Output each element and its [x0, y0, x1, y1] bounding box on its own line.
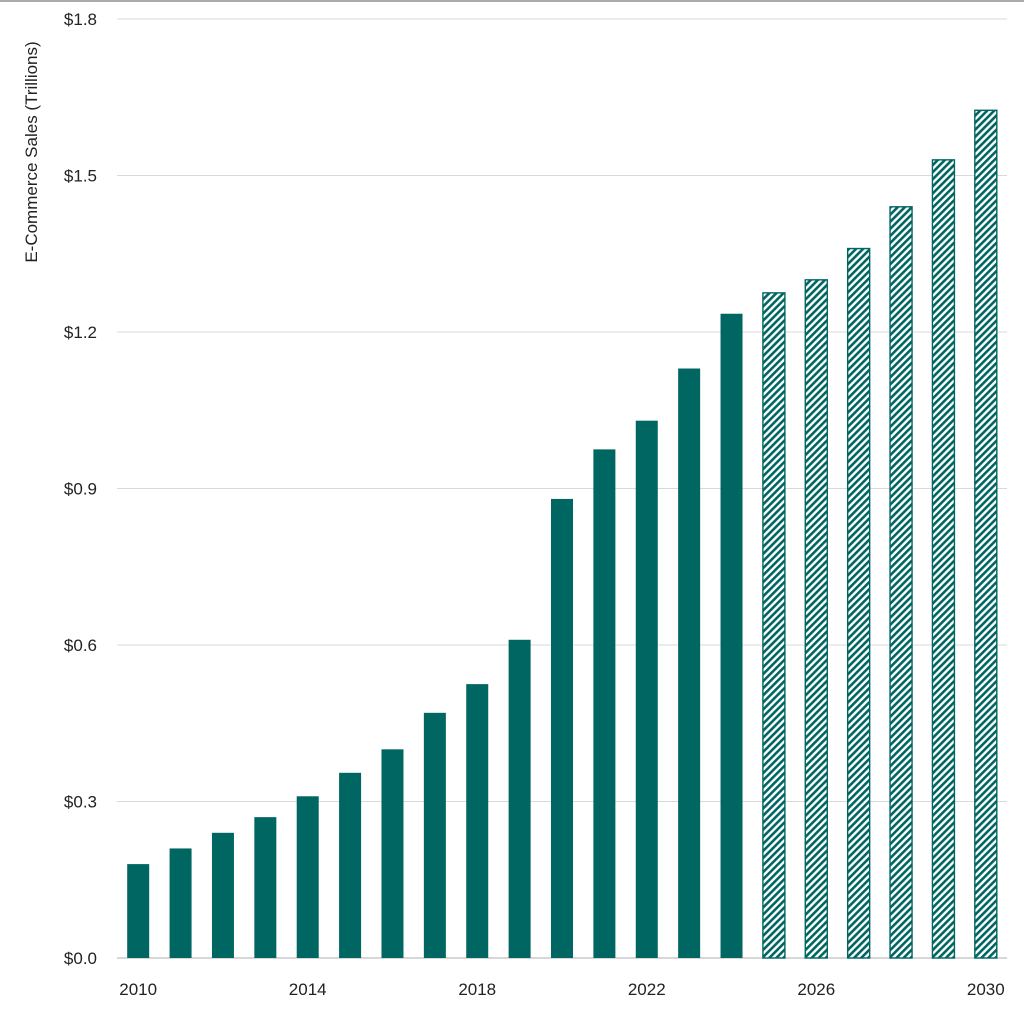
bars	[127, 109, 998, 959]
y-axis-title: E-Commerce Sales (Trillions)	[22, 41, 41, 262]
y-axis-ticks: $0.0 $0.3 $0.6 $0.9 $1.2 $1.5 $1.8	[64, 10, 97, 968]
x-tick-label: 2018	[458, 980, 496, 999]
bar-2010	[127, 864, 150, 958]
bar-2018	[466, 684, 489, 958]
bar-2019	[508, 639, 531, 958]
x-tick-label: 2022	[628, 980, 666, 999]
bar-2014	[296, 796, 319, 958]
bar-forecast-2030	[974, 109, 998, 959]
bar-2017	[423, 712, 446, 958]
y-tick-label: $0.0	[64, 949, 97, 968]
bar-2021	[593, 449, 616, 958]
x-axis-ticks: 2010 2014 2018 2022 2026 2030	[119, 980, 1004, 999]
y-tick-label: $1.8	[64, 10, 97, 29]
bar-forecast-2029	[931, 159, 956, 959]
bar-2015	[339, 772, 362, 958]
x-tick-label: 2010	[119, 980, 157, 999]
y-tick-label: $0.6	[64, 636, 97, 655]
y-tick-label: $0.3	[64, 793, 97, 812]
bar-2023	[678, 368, 701, 958]
bar-forecast-2026	[804, 279, 828, 959]
bar-2020	[551, 498, 573, 958]
bar-2012	[211, 832, 234, 958]
bar-forecast-2027	[846, 247, 871, 959]
y-tick-label: $0.9	[64, 480, 97, 499]
bar-2013	[254, 817, 277, 958]
y-tick-label: $1.5	[64, 167, 97, 186]
bar-forecast-2025	[762, 292, 786, 959]
bar-forecast-2028	[889, 206, 913, 959]
bar-2011	[169, 848, 192, 958]
x-tick-label: 2030	[967, 980, 1005, 999]
bar-2024	[720, 313, 743, 958]
x-tick-label: 2014	[289, 980, 327, 999]
bar-2016	[381, 749, 404, 958]
bar-2022	[635, 420, 658, 958]
x-tick-label: 2026	[797, 980, 835, 999]
y-tick-label: $1.2	[64, 323, 97, 342]
